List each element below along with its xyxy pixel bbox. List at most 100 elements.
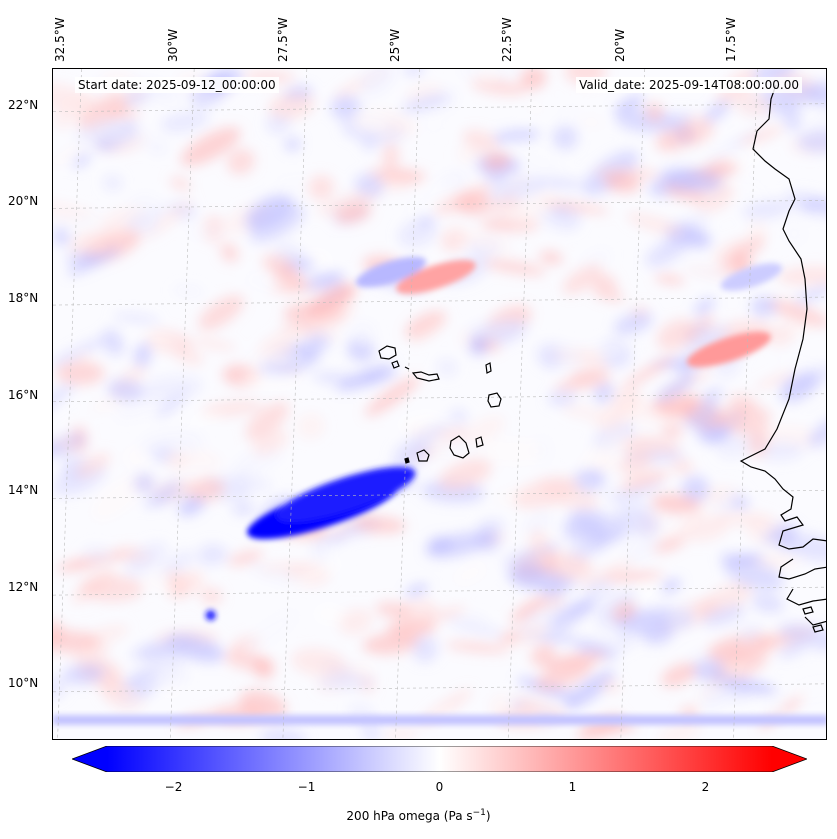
valid-date-label: Valid_date: 2025-09-14T08:00:00.00 bbox=[576, 77, 802, 93]
field-blob bbox=[249, 205, 305, 243]
field-blob bbox=[354, 173, 385, 198]
field-blob bbox=[715, 490, 746, 514]
field-blob bbox=[383, 729, 419, 739]
field-blob bbox=[350, 663, 378, 680]
field-blob bbox=[202, 399, 263, 418]
field-blob bbox=[172, 285, 205, 296]
meridian-line bbox=[620, 69, 646, 739]
island-brava bbox=[404, 457, 410, 464]
field-blob bbox=[409, 313, 448, 343]
field-blob bbox=[131, 638, 191, 661]
field-blob bbox=[579, 432, 631, 472]
field-blob bbox=[596, 455, 616, 472]
field-blob bbox=[313, 603, 344, 625]
field-blob bbox=[661, 662, 698, 688]
field-blob bbox=[53, 92, 95, 129]
island-fogo bbox=[416, 449, 430, 462]
field-blob bbox=[477, 69, 500, 84]
colorbar-tick-label: 1 bbox=[568, 780, 577, 794]
island-santa-luzia bbox=[404, 366, 410, 370]
field-blob bbox=[505, 139, 561, 160]
field-blob bbox=[187, 226, 226, 237]
latitude-label: 14°N bbox=[8, 483, 39, 497]
field-blob bbox=[53, 630, 100, 653]
field-feature bbox=[720, 263, 782, 291]
field-blob bbox=[53, 200, 96, 218]
field-blob bbox=[66, 247, 121, 276]
field-blob bbox=[482, 438, 544, 465]
field-blob bbox=[751, 69, 797, 82]
field-blob bbox=[133, 472, 155, 494]
field-blob bbox=[91, 475, 146, 521]
latitude-label: 10°N bbox=[8, 676, 39, 690]
field-blob bbox=[660, 424, 684, 438]
field-blob bbox=[111, 688, 145, 714]
field-blob bbox=[403, 69, 425, 75]
field-blob bbox=[538, 207, 579, 232]
field-blob bbox=[684, 402, 719, 429]
latitude-label: 20°N bbox=[8, 194, 39, 208]
field-blob bbox=[535, 177, 586, 190]
field-blob bbox=[405, 583, 429, 597]
colorbar-min-extend bbox=[72, 746, 107, 772]
field-blob bbox=[603, 571, 664, 582]
field-blob bbox=[575, 639, 618, 660]
field-blob bbox=[593, 383, 615, 403]
field-blob bbox=[139, 430, 205, 458]
field-blob bbox=[547, 390, 578, 406]
field-blob bbox=[720, 236, 765, 270]
field-blob bbox=[726, 179, 766, 204]
longitude-label: 32.5°W bbox=[53, 17, 67, 62]
field-blob bbox=[535, 658, 593, 691]
field-blob bbox=[232, 505, 255, 514]
longitude-label: 20°W bbox=[613, 28, 627, 62]
field-blob bbox=[350, 320, 376, 348]
field-blob bbox=[65, 252, 101, 264]
field-blob bbox=[75, 118, 124, 144]
field-blob bbox=[245, 194, 295, 231]
field-blob bbox=[520, 604, 563, 626]
field-blob bbox=[540, 553, 593, 580]
colorbar-tick-label: 2 bbox=[701, 780, 710, 794]
field-blob bbox=[546, 612, 578, 638]
field-blob bbox=[502, 542, 562, 566]
field-blob bbox=[703, 99, 731, 124]
field-blob bbox=[784, 223, 805, 244]
field-blob bbox=[260, 728, 307, 739]
field-blob bbox=[227, 550, 264, 566]
field-blob bbox=[510, 191, 558, 225]
field-blob bbox=[717, 405, 772, 431]
field-blob bbox=[561, 405, 602, 419]
field-blob bbox=[128, 196, 148, 208]
field-blob bbox=[483, 152, 512, 171]
field-blob bbox=[737, 624, 763, 642]
colorbar bbox=[70, 745, 809, 776]
colorbar-tick-label: −1 bbox=[297, 780, 316, 794]
field-blob bbox=[660, 578, 681, 594]
field-blob bbox=[185, 413, 224, 425]
field-blob bbox=[226, 148, 255, 175]
field-blob bbox=[604, 173, 641, 193]
field-blob bbox=[364, 376, 421, 417]
field-blob bbox=[422, 122, 446, 131]
field-blob bbox=[712, 239, 748, 263]
field-blob bbox=[523, 512, 552, 534]
field-blob bbox=[361, 719, 381, 739]
field-blob bbox=[62, 663, 105, 685]
field-blob bbox=[552, 125, 578, 151]
field-blob bbox=[188, 477, 225, 502]
field-blob bbox=[425, 531, 492, 558]
field-blob bbox=[53, 336, 110, 367]
field-blob bbox=[650, 536, 686, 554]
field-blob bbox=[160, 110, 210, 133]
field-blob bbox=[600, 679, 621, 693]
field-blob bbox=[488, 177, 548, 202]
meridian-line bbox=[507, 69, 533, 739]
field-blob bbox=[558, 107, 578, 121]
field-blob bbox=[401, 93, 453, 113]
island-boa-vista bbox=[487, 392, 502, 408]
field-blob bbox=[767, 325, 796, 347]
field-blob bbox=[645, 102, 664, 123]
field-blob bbox=[122, 331, 177, 345]
field-blob bbox=[53, 142, 88, 168]
